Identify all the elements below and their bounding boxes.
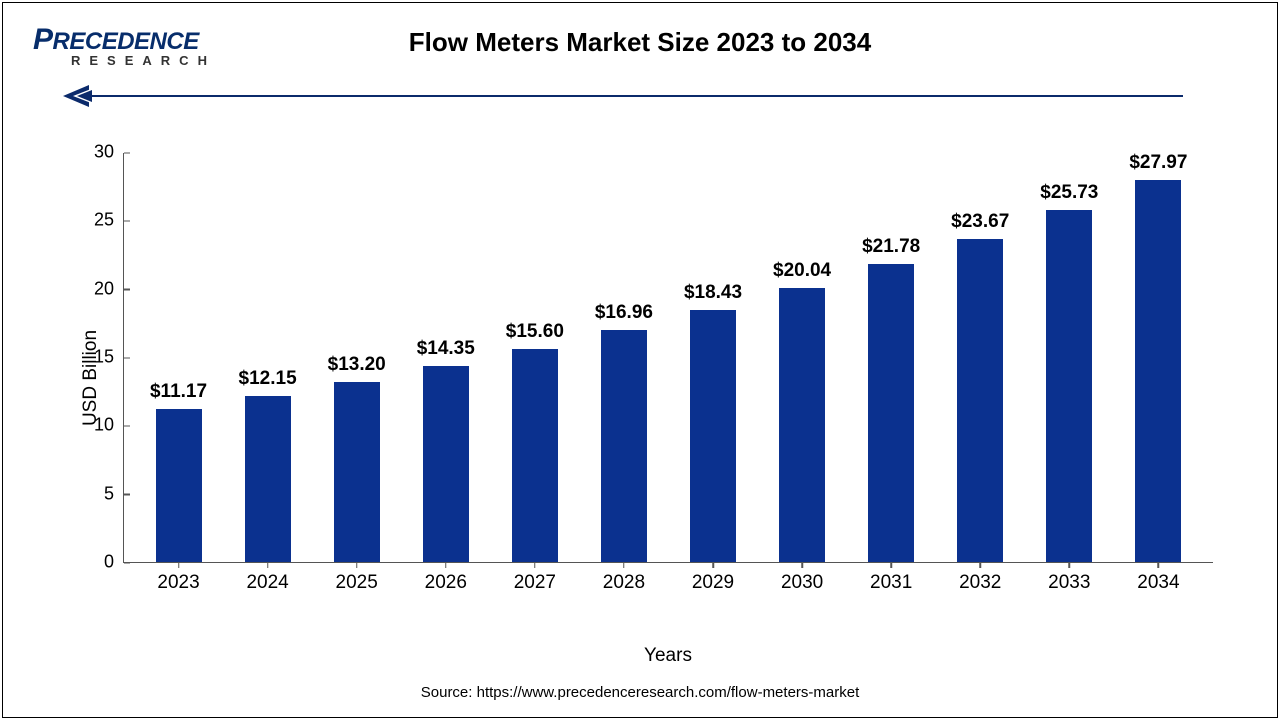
bar-slot: $15.602027: [490, 153, 579, 562]
bar-slot: $14.352026: [401, 153, 490, 562]
bar-slot: $25.732033: [1025, 153, 1114, 562]
x-tick-mark: [178, 562, 180, 568]
bar-slot: $18.432029: [668, 153, 757, 562]
chart-title: Flow Meters Market Size 2023 to 2034: [3, 27, 1277, 58]
x-tick-label: 2026: [425, 572, 467, 594]
bar-slot: $20.042030: [758, 153, 847, 562]
x-tick-mark: [445, 562, 447, 568]
bar-value-label: $11.17: [150, 381, 207, 403]
x-tick-mark: [534, 562, 536, 568]
bar-slot: $27.972034: [1114, 153, 1203, 562]
x-tick-label: 2030: [781, 572, 823, 594]
y-axis-label: USD Billion: [80, 330, 102, 426]
y-tick-label: 30: [94, 142, 124, 163]
x-tick-mark: [267, 562, 269, 568]
bar-chart: USD Billion 051015202530 $11.172023$12.1…: [123, 153, 1213, 603]
x-tick-mark: [712, 562, 714, 568]
bar: $20.04: [779, 288, 825, 562]
bar-slot: $23.672032: [936, 153, 1025, 562]
bar-slot: $11.172023: [134, 153, 223, 562]
y-tick-label: 15: [94, 347, 124, 368]
x-tick-mark: [979, 562, 981, 568]
decorative-arrow-head-core: [77, 90, 92, 102]
y-tick-label: 0: [104, 552, 124, 573]
x-tick-mark: [356, 562, 358, 568]
decorative-arrow-line: [83, 95, 1183, 97]
x-axis-label: Years: [644, 645, 692, 667]
bar-slot: $13.202025: [312, 153, 401, 562]
y-tick-label: 25: [94, 210, 124, 231]
bar: $16.96: [601, 330, 647, 562]
x-tick-label: 2024: [246, 572, 288, 594]
bar: $25.73: [1046, 210, 1092, 562]
x-tick-label: 2028: [603, 572, 645, 594]
bar-value-label: $27.97: [1129, 152, 1187, 174]
x-tick-mark: [801, 562, 803, 568]
bar: $12.15: [245, 396, 291, 562]
bar: $14.35: [423, 366, 469, 562]
bar-value-label: $21.78: [862, 236, 920, 258]
bar-value-label: $14.35: [417, 338, 475, 360]
bar: $23.67: [957, 239, 1003, 562]
x-tick-label: 2025: [336, 572, 378, 594]
x-tick-label: 2031: [870, 572, 912, 594]
y-tick-label: 10: [94, 415, 124, 436]
x-tick-label: 2034: [1137, 572, 1179, 594]
x-tick-label: 2027: [514, 572, 556, 594]
chart-frame: PRECEDENCE RESEARCH Flow Meters Market S…: [2, 2, 1278, 718]
x-tick-label: 2033: [1048, 572, 1090, 594]
bar: $13.20: [334, 382, 380, 562]
y-tick-label: 20: [94, 278, 124, 299]
bars-container: $11.172023$12.152024$13.202025$14.352026…: [124, 153, 1213, 562]
x-tick-mark: [1069, 562, 1071, 568]
source-citation: Source: https://www.precedenceresearch.c…: [3, 684, 1277, 701]
bar-value-label: $25.73: [1040, 182, 1098, 204]
bar-value-label: $15.60: [506, 321, 564, 343]
x-tick-label: 2023: [157, 572, 199, 594]
bar-slot: $16.962028: [579, 153, 668, 562]
bar-value-label: $20.04: [773, 260, 831, 282]
bar-value-label: $12.15: [239, 368, 297, 390]
bar: $21.78: [868, 264, 914, 562]
bar: $11.17: [156, 409, 202, 562]
bar-slot: $12.152024: [223, 153, 312, 562]
bar-slot: $21.782031: [847, 153, 936, 562]
y-tick-label: 5: [104, 483, 124, 504]
bar-value-label: $13.20: [328, 354, 386, 376]
bar: $27.97: [1135, 180, 1181, 562]
x-tick-mark: [1158, 562, 1160, 568]
bar: $18.43: [690, 310, 736, 562]
bar-value-label: $16.96: [595, 302, 653, 324]
x-tick-mark: [623, 562, 625, 568]
x-tick-label: 2029: [692, 572, 734, 594]
bar-value-label: $18.43: [684, 282, 742, 304]
x-tick-mark: [890, 562, 892, 568]
plot-area: 051015202530 $11.172023$12.152024$13.202…: [123, 153, 1213, 563]
bar: $15.60: [512, 349, 558, 562]
x-tick-label: 2032: [959, 572, 1001, 594]
bar-value-label: $23.67: [951, 211, 1009, 233]
